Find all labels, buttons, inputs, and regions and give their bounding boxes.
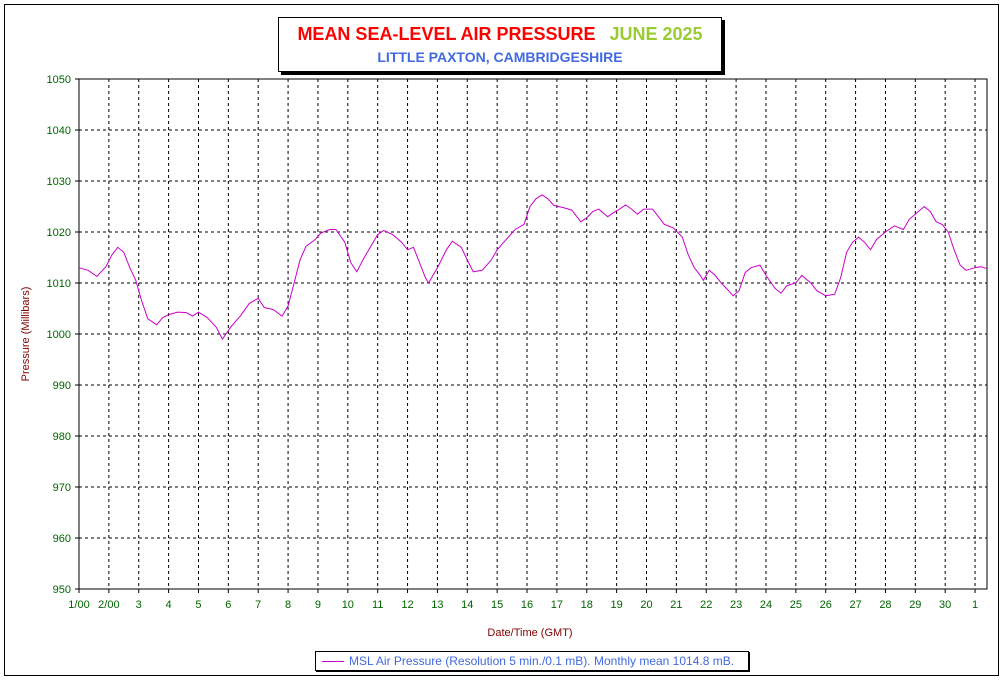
x-tick-label: 22 [700,599,712,611]
y-tick-label: 1000 [47,329,71,341]
x-tick-label: 21 [670,599,682,611]
x-axis-ticks: 1/00 2/00 3 4 5 6 7 8 9 10 11 12 13 14 15 16 17 18 19 20 21 2… [68,589,978,611]
x-tick-label: 10 [342,599,354,611]
y-tick-label: 1030 [47,176,71,188]
x-tick-label: 2/00 [98,599,119,611]
x-tick-label: 18 [581,599,593,611]
x-tick-label: 11 [372,599,383,611]
pressure-series-line [79,195,987,339]
y-tick-label: 1010 [47,278,71,290]
chart-title-box: MEAN SEA-LEVEL AIR PRESSURE JUNE 2025 LIT… [278,17,722,72]
chart-canvas: 950960970980990100010101020103010401050 … [0,0,1005,681]
legend: MSL Air Pressure (Resolution 5 min./0.1 … [315,651,749,671]
y-tick-label: 1050 [47,74,71,86]
x-tick-label: 27 [849,599,861,611]
x-tick-label: 14 [461,599,473,611]
x-axis-label: Date/Time (GMT) [487,627,572,639]
x-tick-label: 20 [640,599,652,611]
x-tick-label: 6 [225,599,231,611]
y-axis-label: Pressure (Millibars) [20,287,32,382]
y-tick-label: 1020 [47,227,71,239]
x-tick-label: 28 [879,599,891,611]
y-tick-label: 1040 [47,125,71,137]
x-tick-label: 13 [431,599,443,611]
x-tick-label: 1/00 [68,599,89,611]
x-tick-label: 7 [255,599,261,611]
y-tick-label: 980 [53,431,71,443]
chart-title-period: JUNE 2025 [609,24,702,44]
x-tick-label: 3 [136,599,142,611]
x-tick-label: 30 [939,599,951,611]
x-tick-label: 26 [820,599,832,611]
x-tick-label: 19 [611,599,623,611]
grid-layer [79,79,987,589]
x-tick-label: 25 [790,599,802,611]
chart-subtitle: LITTLE PAXTON, CAMBRIDGESHIRE [279,49,721,65]
y-tick-label: 970 [53,482,71,494]
x-tick-label: 15 [491,599,503,611]
x-tick-label: 8 [285,599,291,611]
x-tick-label: 9 [315,599,321,611]
x-tick-label: 12 [401,599,413,611]
x-tick-label: 29 [909,599,921,611]
x-tick-label: 1 [972,599,978,611]
legend-swatch [322,661,344,662]
y-axis-ticks: 950 960 970 980 990 1000 1010 1020 1030 1040 1050 [47,74,79,596]
x-tick-label: 4 [166,599,172,611]
title-line: MEAN SEA-LEVEL AIR PRESSURE JUNE 2025 [279,24,721,45]
x-tick-label: 17 [551,599,563,611]
legend-label: MSL Air Pressure (Resolution 5 min./0.1 … [349,654,734,668]
y-tick-label: 960 [53,533,71,545]
x-tick-label: 23 [730,599,742,611]
x-tick-label: 5 [195,599,201,611]
y-tick-label: 950 [53,584,71,596]
x-tick-label: 24 [760,599,772,611]
plot-area [79,79,987,589]
x-tick-label: 16 [521,599,533,611]
chart-title: MEAN SEA-LEVEL AIR PRESSURE [297,24,595,44]
y-tick-label: 990 [53,380,71,392]
